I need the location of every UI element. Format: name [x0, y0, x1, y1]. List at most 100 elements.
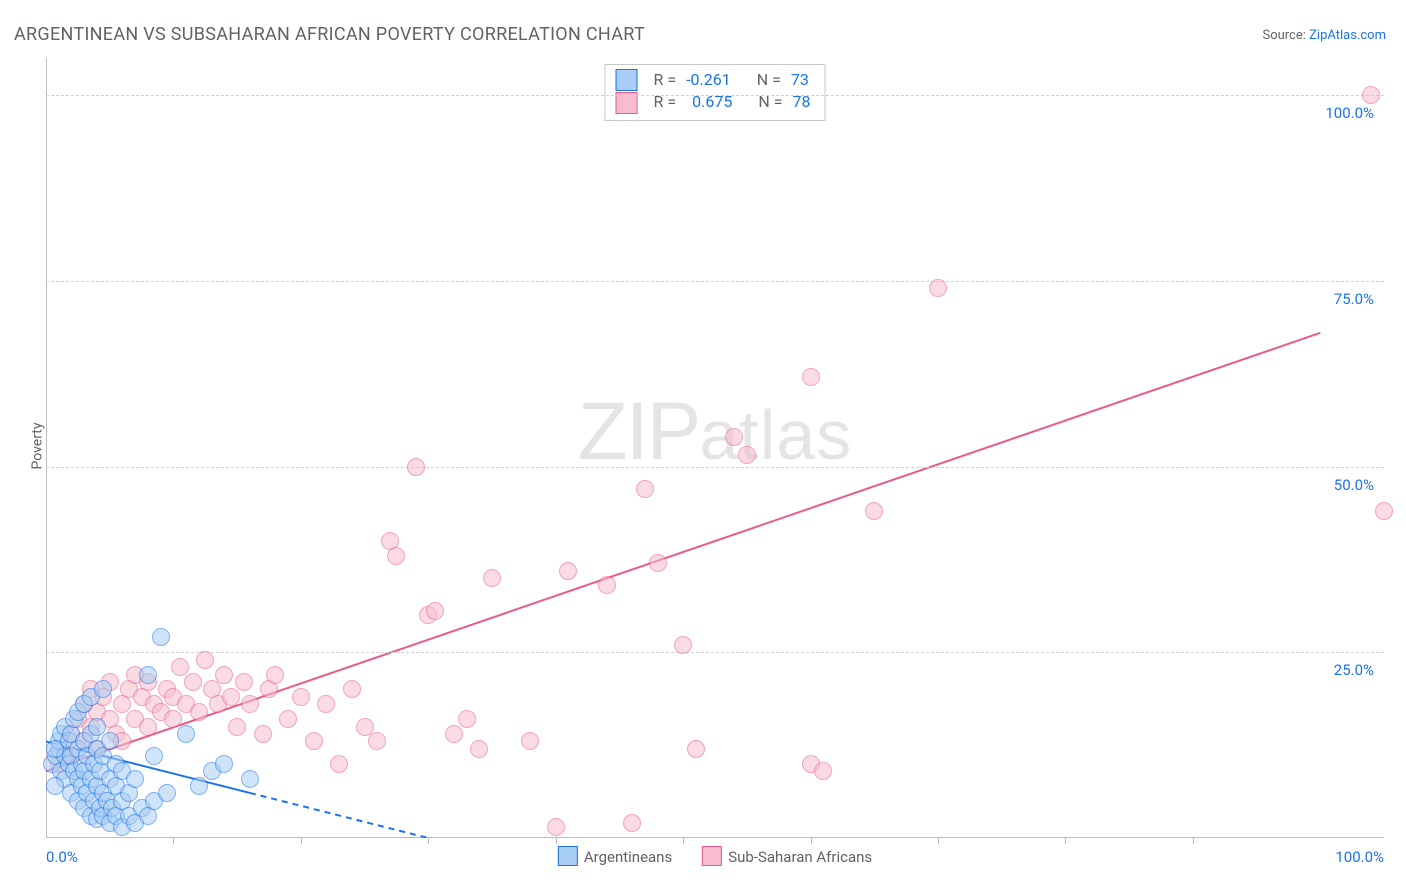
scatter-point-pink — [649, 554, 667, 572]
scatter-point-blue — [46, 777, 64, 795]
y-tick-label: 100.0% — [1325, 104, 1374, 122]
x-tick — [556, 838, 557, 844]
x-axis-line — [46, 837, 1384, 838]
scatter-point-pink — [184, 673, 202, 691]
scatter-point-pink — [725, 428, 743, 446]
watermark-atlas: atlas — [699, 396, 852, 474]
scatter-point-pink — [266, 666, 284, 684]
scatter-point-pink — [330, 755, 348, 773]
scatter-point-blue — [145, 747, 163, 765]
x-tick-label: 0.0% — [46, 848, 78, 866]
y-tick-label: 50.0% — [1334, 476, 1374, 494]
scatter-point-pink — [254, 725, 272, 743]
scatter-point-pink — [1362, 86, 1380, 104]
scatter-point-pink — [547, 818, 565, 836]
watermark-zip: ZIP — [578, 386, 700, 477]
scatter-point-blue — [94, 680, 112, 698]
trend-lines-layer — [46, 58, 1384, 838]
scatter-point-blue — [139, 666, 157, 684]
y-tick-label: 75.0% — [1334, 290, 1374, 308]
scatter-point-pink — [305, 732, 323, 750]
gridline — [46, 467, 1384, 468]
scatter-point-pink — [470, 740, 488, 758]
stats-row-blue: R = -0.261 N = 73 — [616, 69, 811, 91]
gridline — [46, 95, 1384, 96]
scatter-point-pink — [228, 718, 246, 736]
scatter-point-pink — [368, 732, 386, 750]
scatter-point-pink — [483, 569, 501, 587]
scatter-point-pink — [164, 710, 182, 728]
legend-item-pink: Sub-Saharan Africans — [702, 846, 872, 866]
scatter-point-pink — [215, 666, 233, 684]
scatter-point-blue — [177, 725, 195, 743]
scatter-point-pink — [445, 725, 463, 743]
scatter-point-pink — [636, 480, 654, 498]
scatter-point-pink — [317, 695, 335, 713]
scatter-point-pink — [241, 695, 259, 713]
scatter-point-blue — [101, 732, 119, 750]
scatter-point-blue — [241, 770, 259, 788]
swatch-blue-icon — [616, 69, 638, 91]
scatter-point-pink — [426, 602, 444, 620]
chart-title: ARGENTINEAN VS SUBSAHARAN AFRICAN POVERT… — [14, 24, 645, 45]
source-attribution: Source: ZipAtlas.com — [1262, 28, 1386, 43]
legend-label-pink: Sub-Saharan Africans — [728, 848, 872, 866]
scatter-point-pink — [292, 688, 310, 706]
watermark: ZIPatlas — [578, 385, 852, 479]
stats-legend-box: R = -0.261 N = 73 R = 0.675 N = 78 — [605, 64, 826, 121]
x-tick — [1065, 838, 1066, 844]
scatter-point-pink — [171, 658, 189, 676]
scatter-point-pink — [196, 651, 214, 669]
scatter-point-pink — [1375, 502, 1393, 520]
y-axis-label: Poverty — [30, 422, 46, 469]
scatter-point-pink — [687, 740, 705, 758]
scatter-point-pink — [674, 636, 692, 654]
swatch-pink-icon — [702, 846, 722, 866]
gridline — [46, 281, 1384, 282]
scatter-point-pink — [559, 562, 577, 580]
scatter-point-blue — [126, 770, 144, 788]
scatter-point-pink — [929, 279, 947, 297]
scatter-point-pink — [190, 703, 208, 721]
scatter-point-pink — [865, 502, 883, 520]
n-value-blue: 73 — [791, 69, 809, 91]
r-label: R = — [654, 69, 677, 91]
gridline — [46, 652, 1384, 653]
legend-bottom: Argentineans Sub-Saharan Africans — [558, 846, 872, 866]
scatter-point-pink — [139, 718, 157, 736]
x-tick — [301, 838, 302, 844]
x-tick — [811, 838, 812, 844]
source-prefix: Source: — [1262, 28, 1309, 43]
scatter-point-pink — [222, 688, 240, 706]
scatter-point-pink — [387, 547, 405, 565]
source-link[interactable]: ZipAtlas.com — [1309, 28, 1386, 43]
scatter-point-pink — [802, 368, 820, 386]
chart-plot-area: ZIPatlas R = -0.261 N = 73 R = 0.675 N =… — [46, 58, 1384, 838]
scatter-point-blue — [158, 784, 176, 802]
scatter-point-blue — [88, 718, 106, 736]
legend-item-blue: Argentineans — [558, 846, 672, 866]
x-tick — [683, 838, 684, 844]
scatter-point-pink — [598, 576, 616, 594]
x-tick — [938, 838, 939, 844]
scatter-point-blue — [215, 755, 233, 773]
n-label: N = — [757, 69, 781, 91]
y-tick-label: 25.0% — [1334, 661, 1374, 679]
scatter-point-pink — [279, 710, 297, 728]
legend-label-blue: Argentineans — [584, 848, 672, 866]
scatter-point-blue — [190, 777, 208, 795]
scatter-point-pink — [738, 446, 756, 464]
scatter-point-pink — [235, 673, 253, 691]
x-tick-label: 100.0% — [1335, 848, 1384, 866]
x-tick — [1193, 838, 1194, 844]
scatter-point-pink — [356, 718, 374, 736]
y-axis-line — [46, 58, 47, 838]
x-tick — [428, 838, 429, 844]
x-tick — [173, 838, 174, 844]
scatter-point-pink — [458, 710, 476, 728]
scatter-point-pink — [814, 762, 832, 780]
scatter-point-pink — [343, 680, 361, 698]
scatter-point-blue — [152, 628, 170, 646]
swatch-blue-icon — [558, 846, 578, 866]
r-value-blue: -0.261 — [686, 69, 731, 91]
